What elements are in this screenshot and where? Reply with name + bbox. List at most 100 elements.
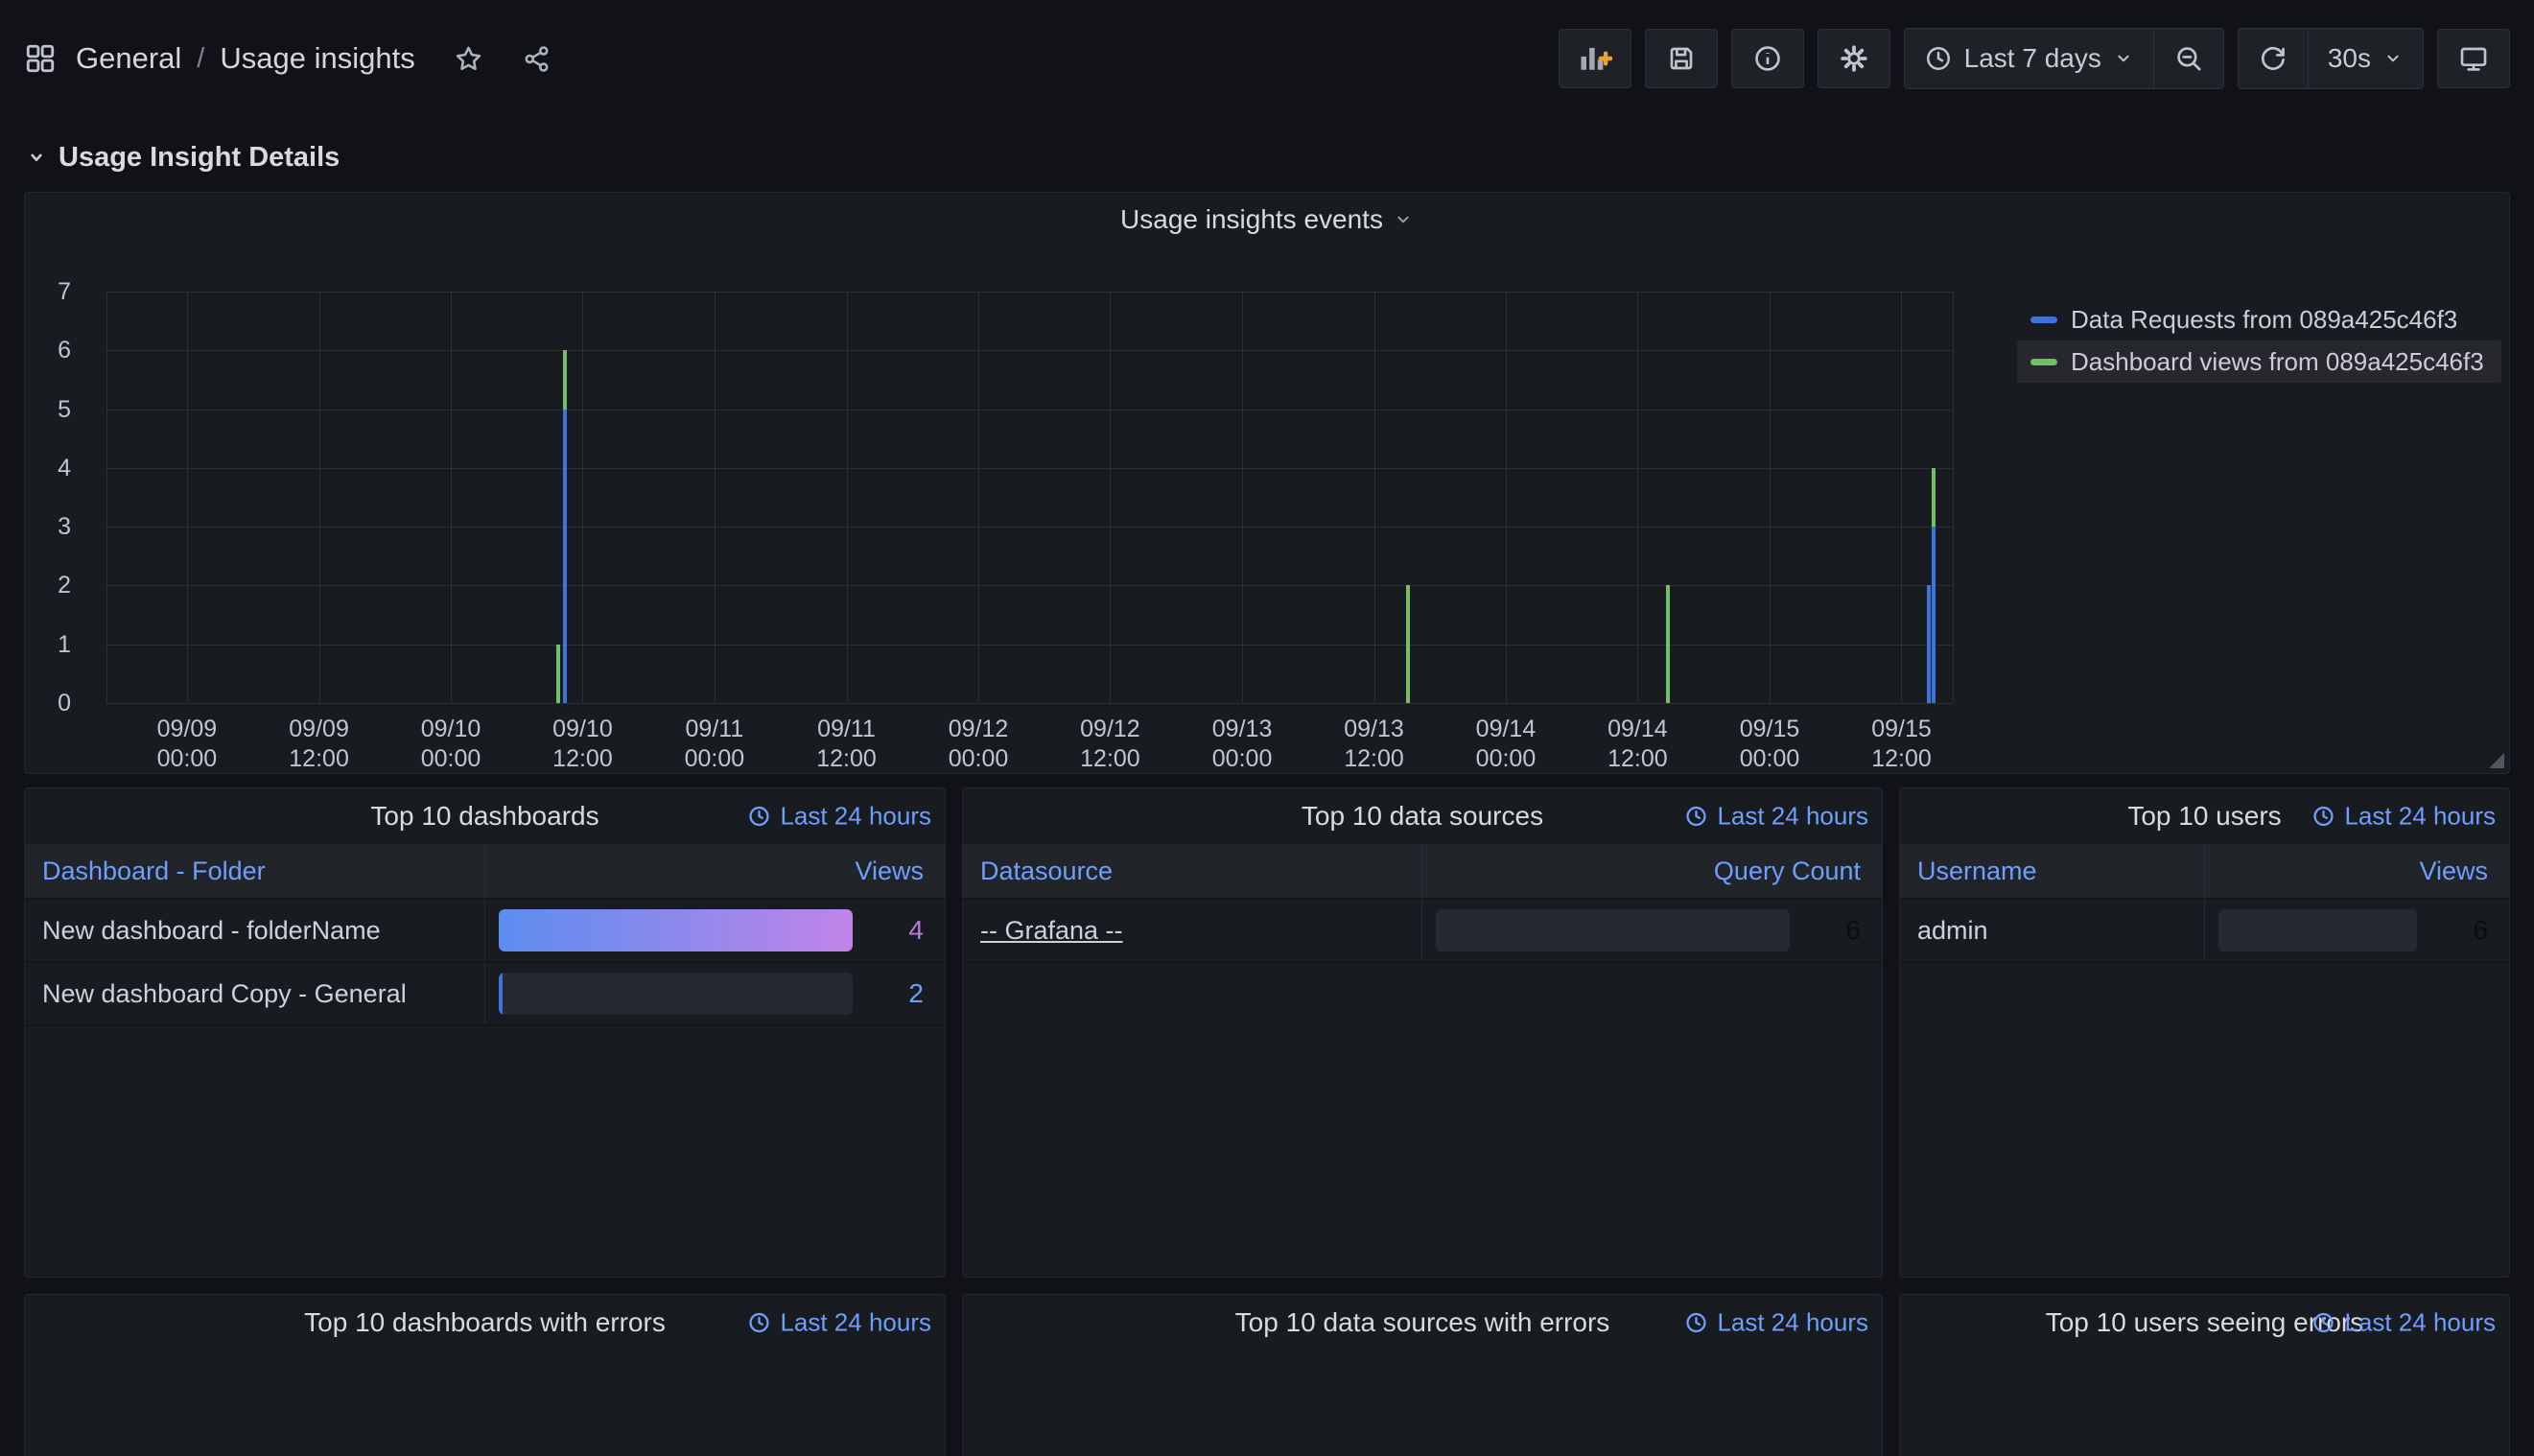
bar-chart-add-icon (1578, 42, 1612, 75)
column-header-datasource[interactable]: Datasource (963, 844, 1422, 898)
gridline-vertical (1770, 292, 1771, 703)
table: Datasource Query Count -- Grafana -- 6 (963, 844, 1882, 1277)
panel-header: Top 10 data sources Last 24 hours (963, 788, 1882, 844)
time-range-link[interactable]: Last 24 hours (1684, 1308, 1868, 1338)
star-button[interactable] (448, 38, 489, 80)
gridline-vertical (978, 292, 979, 703)
legend-item[interactable]: Data Requests from 089a425c46f3 (2017, 298, 2501, 341)
column-header-username[interactable]: Username (1900, 844, 2205, 898)
time-range-label: Last 24 hours (2344, 1307, 2496, 1337)
breadcrumb-folder[interactable]: General (76, 41, 182, 75)
row-toggle-usage-insight-details[interactable]: Usage Insight Details (24, 140, 2510, 175)
time-range-link[interactable]: Last 24 hours (2311, 1308, 2496, 1338)
panel-usage-insights-events: Usage insights events 0 1 2 3 4 5 6 7 09/09 00:0… (24, 192, 2510, 774)
panel-title[interactable]: Top 10 data sources (1301, 801, 1544, 831)
column-header-query-count[interactable]: Query Count (1713, 856, 1861, 885)
save-dashboard-button[interactable] (1644, 29, 1718, 88)
gauge-fill (498, 973, 504, 1015)
bottom-row: Top 10 dashboards with errors Last 24 ho… (24, 1294, 2510, 1456)
gauge-fill (498, 909, 853, 951)
time-range-label: Last 24 hours (1717, 1307, 1868, 1337)
row-value: 2 (908, 978, 924, 1008)
save-icon (1666, 43, 1697, 74)
chevron-down-icon (2382, 48, 2404, 69)
search-minus-icon (2173, 43, 2204, 74)
panel-header: Top 10 users Last 24 hours (1900, 788, 2509, 844)
breadcrumb-dashboard-title[interactable]: Usage insights (220, 41, 415, 75)
table-header-row: Datasource Query Count (963, 844, 1882, 900)
star-icon (454, 44, 483, 74)
table-body: New dashboard - folderName 4 New dashboard… (25, 900, 945, 1026)
legend-series-label[interactable]: Dashboard views from 089a425c46f3 (2071, 346, 2484, 376)
gauge-track (2217, 909, 2417, 951)
gear-icon (1839, 43, 1869, 74)
row-gauge-cell: 2 (485, 963, 946, 1024)
clock-icon (1684, 805, 1708, 829)
share-button[interactable] (516, 38, 557, 80)
column-header-views[interactable]: Views (855, 856, 924, 885)
legend-series-swatch (2030, 316, 2057, 323)
refresh-interval-picker[interactable]: 30s (2307, 29, 2423, 88)
table-body: admin 6 (1900, 900, 2509, 963)
dashboard-toolbar: Last 7 days (1558, 28, 2510, 89)
dashboard-settings-button[interactable] (1817, 29, 1890, 88)
gridline-vertical (319, 292, 320, 703)
top-nav: General / Usage insights (0, 0, 2534, 117)
legend-item[interactable]: Dashboard views from 089a425c46f3 (2017, 341, 2501, 383)
clock-icon (1924, 44, 1953, 73)
row-value: 6 (1845, 915, 1861, 945)
x-tick-label: 09/13 12:00 (1344, 716, 1404, 772)
table-row: New dashboard Copy - General 2 (25, 963, 945, 1026)
chevron-down-icon[interactable] (1393, 209, 1414, 230)
clock-icon (1684, 1311, 1708, 1335)
chart-panel-header: Usage insights events (25, 193, 2509, 247)
time-range-picker[interactable]: Last 7 days (1905, 29, 2153, 88)
refresh-button[interactable] (2239, 29, 2308, 88)
table-row: admin 6 (1900, 900, 2509, 963)
panel-title[interactable]: Top 10 users (2127, 801, 2282, 831)
time-range-link[interactable]: Last 24 hours (747, 1308, 931, 1338)
refresh-interval-label: 30s (2327, 43, 2371, 73)
gridline-horizontal (106, 350, 1953, 352)
time-range-link[interactable]: Last 24 hours (747, 802, 931, 832)
kiosk-mode-button[interactable] (2437, 29, 2510, 88)
panel-title[interactable]: Top 10 users seeing errors (2045, 1307, 2364, 1337)
panel-title[interactable]: Top 10 dashboards with errors (304, 1307, 666, 1337)
chart-bar-views (556, 645, 560, 703)
panel-title[interactable]: Top 10 dashboards (370, 801, 599, 831)
gridline-horizontal (106, 527, 1953, 528)
chart-panel-title[interactable]: Usage insights events (1120, 204, 1383, 234)
row-name: New dashboard - folderName (25, 900, 485, 961)
time-range-link[interactable]: Last 24 hours (2311, 802, 2496, 832)
dashboard-insights-button[interactable] (1730, 29, 1804, 88)
y-tick-label: 7 (58, 278, 71, 305)
add-panel-button[interactable] (1558, 29, 1631, 88)
zoom-out-button[interactable] (2152, 29, 2223, 88)
table-header-row: Username Views (1900, 844, 2509, 900)
gridline-vertical (1901, 292, 1902, 703)
chart-bar-requests (1927, 585, 1931, 703)
row-value: 4 (908, 915, 924, 945)
gridline-horizontal (106, 703, 1953, 704)
time-range-label: Last 24 hours (2344, 801, 2496, 831)
chart-x-axis: 09/09 00:00 09/09 12:00 09/10 00:00 09/10 12:00… (106, 715, 1953, 778)
panel-header: Top 10 dashboards with errors Last 24 ho… (25, 1295, 945, 1350)
legend-series-label[interactable]: Data Requests from 089a425c46f3 (2071, 304, 2458, 334)
table: Username Views admin 6 (1900, 844, 2509, 1277)
row-name[interactable]: -- Grafana -- (963, 900, 1422, 961)
time-range-label: Last 24 hours (780, 801, 931, 831)
panel-resize-handle[interactable] (2489, 753, 2504, 768)
time-range-link[interactable]: Last 24 hours (1684, 802, 1868, 832)
clock-icon (747, 805, 771, 829)
x-tick-label: 09/14 00:00 (1475, 716, 1537, 772)
column-header-dashboard-folder[interactable]: Dashboard - Folder (25, 844, 485, 898)
monitor-icon (2458, 43, 2489, 74)
time-range-label: Last 24 hours (1717, 801, 1868, 831)
x-tick-label: 09/13 00:00 (1211, 716, 1273, 772)
panel-title[interactable]: Top 10 data sources with errors (1234, 1307, 1610, 1337)
gridline-vertical (187, 292, 188, 703)
x-tick-label: 09/09 00:00 (156, 716, 218, 772)
chart-bar-views (1666, 585, 1670, 703)
column-header-views[interactable]: Views (2419, 856, 2488, 885)
table-header-row: Dashboard - Folder Views (25, 844, 945, 900)
